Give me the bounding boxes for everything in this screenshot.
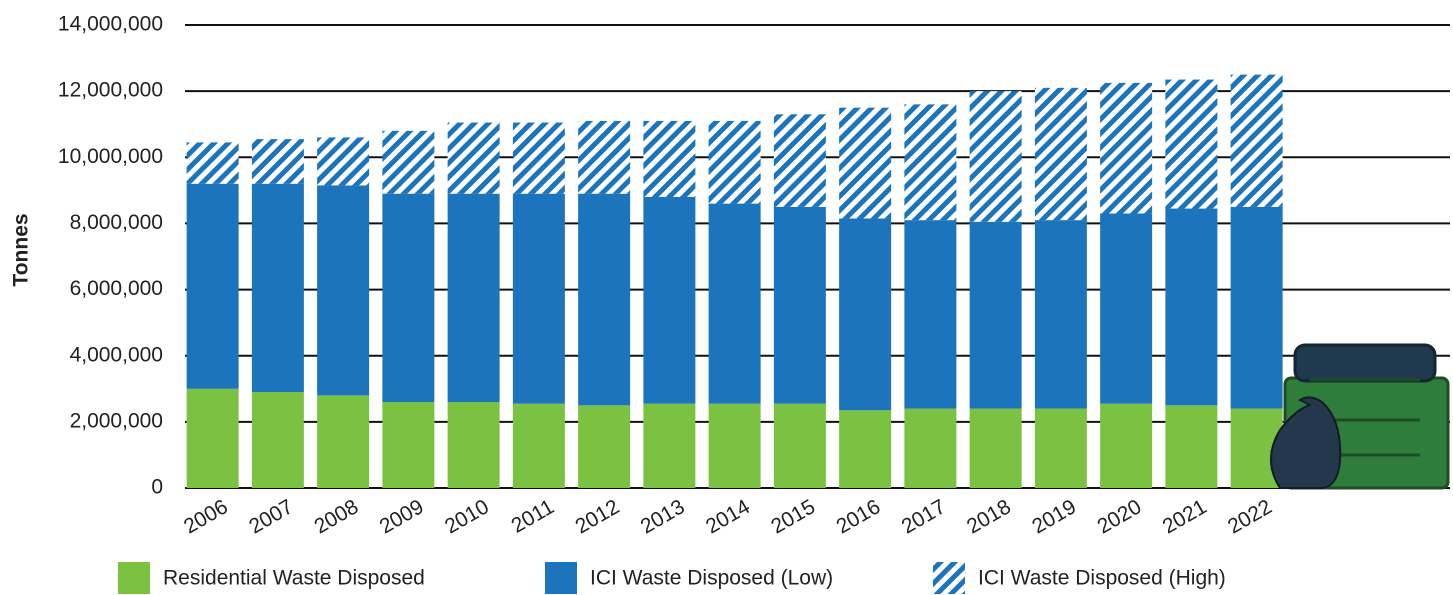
bar-segment bbox=[447, 402, 500, 488]
x-tick-label: 2007 bbox=[245, 495, 297, 538]
bar-segment bbox=[447, 122, 500, 194]
x-tick-label: 2014 bbox=[702, 495, 754, 538]
bar-segment bbox=[186, 388, 239, 488]
legend-label: ICI Waste Disposed (Low) bbox=[590, 567, 833, 590]
bar-segment bbox=[969, 91, 1022, 222]
bar-segment bbox=[251, 183, 304, 393]
bar-segment bbox=[1100, 403, 1153, 488]
y-tick-label: 6,000,000 bbox=[70, 277, 163, 300]
x-tick-label: 2013 bbox=[637, 495, 689, 538]
bar-segment bbox=[578, 405, 631, 488]
bar-segment bbox=[839, 107, 892, 219]
bar-segment bbox=[382, 193, 435, 403]
x-tick-label: 2008 bbox=[310, 495, 362, 538]
bar-segment bbox=[1034, 87, 1087, 221]
x-tick-label: 2017 bbox=[898, 495, 950, 538]
bar-segment bbox=[643, 120, 696, 197]
bar-segment bbox=[447, 193, 500, 403]
bar-segment bbox=[904, 104, 957, 221]
bar-segment bbox=[708, 403, 761, 488]
bar-segment bbox=[708, 203, 761, 404]
bar-segment bbox=[1034, 220, 1087, 409]
x-tick-label: 2019 bbox=[1028, 495, 1080, 538]
bar-segment bbox=[317, 185, 370, 396]
x-tick-label: 2021 bbox=[1159, 495, 1211, 538]
bar-segment bbox=[708, 120, 761, 204]
y-tick-label: 14,000,000 bbox=[58, 13, 163, 36]
y-tick-label: 10,000,000 bbox=[58, 145, 163, 168]
x-tick-label: 2022 bbox=[1224, 495, 1276, 538]
legend-label: Residential Waste Disposed bbox=[163, 567, 425, 590]
bar-segment bbox=[643, 196, 696, 404]
bar-segment bbox=[839, 410, 892, 488]
bar-segment bbox=[186, 142, 239, 184]
legend-label: ICI Waste Disposed (High) bbox=[978, 567, 1226, 590]
bar-segment bbox=[839, 218, 892, 411]
y-tick-label: 12,000,000 bbox=[58, 79, 163, 102]
bar-segment bbox=[773, 114, 826, 207]
bar-segment bbox=[773, 206, 826, 404]
legend-swatch bbox=[933, 562, 965, 594]
bar-segment bbox=[317, 137, 370, 186]
bar-segment bbox=[382, 402, 435, 488]
bar-segment bbox=[1230, 206, 1283, 409]
bar-segment bbox=[1100, 82, 1153, 214]
bar-segment bbox=[578, 120, 631, 194]
bar-segment bbox=[1230, 74, 1283, 207]
bar-segment bbox=[1100, 213, 1153, 404]
y-tick-label: 4,000,000 bbox=[70, 343, 163, 366]
x-tick-label: 2018 bbox=[963, 495, 1015, 538]
bar-segment bbox=[904, 220, 957, 409]
x-tick-label: 2015 bbox=[767, 495, 819, 538]
y-tick-label: 8,000,000 bbox=[70, 211, 163, 234]
x-tick-label: 2020 bbox=[1093, 495, 1145, 538]
bar-segment bbox=[186, 183, 239, 389]
bar-segment bbox=[969, 221, 1022, 409]
bar-segment bbox=[1034, 408, 1087, 488]
bar-segment bbox=[251, 139, 304, 184]
bar-segment bbox=[512, 193, 565, 404]
bar-segment bbox=[969, 408, 1022, 488]
bar-segment bbox=[1165, 208, 1218, 406]
bar-segment bbox=[773, 403, 826, 488]
bar-segment bbox=[1165, 405, 1218, 488]
bar-segment bbox=[512, 403, 565, 488]
y-axis-title: Tonnes bbox=[10, 213, 33, 286]
legend-swatch bbox=[545, 562, 577, 594]
bar-segment bbox=[512, 122, 565, 194]
bar-segment bbox=[382, 130, 435, 194]
bar-segment bbox=[1165, 79, 1218, 209]
bar-segment bbox=[904, 408, 957, 488]
bar-segment bbox=[643, 403, 696, 488]
bin-illustration bbox=[1270, 343, 1450, 490]
bar-segment bbox=[317, 395, 370, 488]
y-tick-label: 2,000,000 bbox=[70, 409, 163, 432]
x-tick-label: 2010 bbox=[441, 495, 493, 538]
y-tick-label: 0 bbox=[151, 476, 163, 499]
bar-segment bbox=[578, 193, 631, 406]
legend-swatch bbox=[118, 562, 150, 594]
x-tick-label: 2016 bbox=[832, 495, 884, 538]
x-tick-label: 2012 bbox=[571, 495, 623, 538]
x-tick-label: 2006 bbox=[180, 495, 232, 538]
x-tick-label: 2009 bbox=[376, 495, 428, 538]
bar-segment bbox=[251, 392, 304, 488]
x-tick-label: 2011 bbox=[508, 495, 559, 538]
